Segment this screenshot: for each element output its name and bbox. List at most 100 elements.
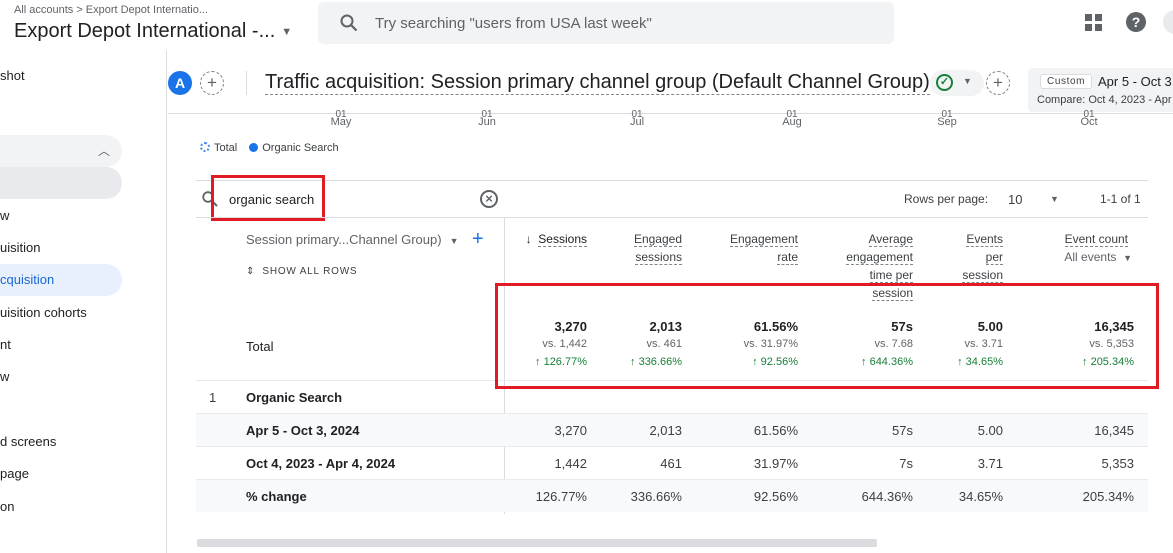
- column-header-events-per-session[interactable]: Events per session: [962, 232, 1003, 283]
- account-avatar[interactable]: [1163, 10, 1173, 34]
- sidebar-item-engagement[interactable]: nt: [0, 337, 11, 352]
- column-header-event-count[interactable]: Event count: [1064, 232, 1128, 247]
- table-row[interactable]: 1 Organic Search: [196, 380, 1148, 413]
- cell-sessions: 3,270: [554, 423, 587, 438]
- sidebar-item-monetization[interactable]: on: [0, 499, 15, 514]
- total-event-count: 16,345 vs. 5,353 ↑ 205.34%: [1082, 319, 1134, 368]
- column-header-engagement-rate[interactable]: Engagement rate: [729, 232, 798, 265]
- breadcrumb-separator: >: [76, 4, 83, 16]
- cell-engagement-rate: 31.97%: [753, 456, 798, 471]
- page-title[interactable]: Traffic acquisition: Session primary cha…: [265, 71, 930, 95]
- divider: [246, 71, 247, 95]
- cell-event-count: 5,353: [1101, 456, 1134, 471]
- table-row[interactable]: Oct 4, 2023 - Apr 4, 2024 1,442 461 31.9…: [196, 446, 1148, 479]
- sidebar-item-overview-2[interactable]: w: [0, 369, 10, 384]
- help-icon[interactable]: ?: [1126, 12, 1146, 32]
- sidebar-item-user-acquisition[interactable]: uisition: [0, 240, 41, 255]
- total-avg-engagement-time: 57s vs. 7.68 ↑ 644.36%: [861, 319, 913, 368]
- event-filter-select[interactable]: All events ▼: [1064, 250, 1132, 264]
- sidebar-item-acquisition-cohorts[interactable]: uisition cohorts: [0, 305, 87, 320]
- sidebar-item-active-highlight[interactable]: [0, 264, 122, 296]
- report-status-chip[interactable]: ✓ ▼: [930, 70, 984, 96]
- axis-tick-jun: 01 Jun: [478, 109, 496, 128]
- search-box[interactable]: Try searching "users from USA last week": [318, 2, 894, 44]
- cell-sessions: 126.77%: [535, 489, 587, 504]
- caret-down-icon[interactable]: ▼: [1050, 194, 1059, 204]
- cell-avg-engagement-time: 644.36%: [861, 489, 913, 504]
- add-plus-icon[interactable]: +: [986, 71, 1010, 95]
- cell-sessions: 1,442: [554, 456, 587, 471]
- apps-grid-icon[interactable]: [1085, 14, 1103, 32]
- sidebar-item-landing-page[interactable]: page: [0, 466, 29, 481]
- sort-arrow-icon: ↓: [525, 232, 532, 246]
- comparison-avatar[interactable]: A: [168, 71, 192, 95]
- column-divider: [504, 218, 505, 514]
- add-dimension-button[interactable]: +: [472, 228, 484, 250]
- caret-down-icon: ▼: [449, 236, 459, 246]
- row-dimension: % change: [246, 489, 307, 504]
- row-dimension: Oct 4, 2023 - Apr 4, 2024: [246, 456, 396, 471]
- rows-per-page-label: Rows per page:: [904, 192, 989, 206]
- table-row[interactable]: Apr 5 - Oct 3, 2024 3,270 2,013 61.56% 5…: [196, 413, 1148, 446]
- axis-tick-oct: 01 Oct: [1080, 109, 1098, 128]
- data-table: organic search × Rows per page: 10 ▼ 1-1…: [196, 175, 1148, 514]
- chart-legend: Total Organic Search: [200, 142, 339, 154]
- cell-avg-engagement-time: 57s: [892, 423, 913, 438]
- legend-total[interactable]: Total: [214, 142, 238, 154]
- filter-highlight-box: [211, 175, 325, 221]
- rows-per-page-select[interactable]: 10: [1008, 192, 1023, 207]
- total-label: Total: [246, 339, 274, 354]
- top-bar: All accounts > Export Depot Internatio... …: [0, 0, 1173, 50]
- sidebar-section-header[interactable]: ︿: [0, 135, 122, 167]
- axis-tick-jul: 01 Jul: [629, 109, 645, 128]
- axis-tick-aug: 01 Aug: [782, 109, 802, 128]
- cell-event-count: 16,345: [1094, 423, 1134, 438]
- add-comparison-icon[interactable]: +: [200, 71, 224, 95]
- check-circle-icon: ✓: [936, 74, 953, 91]
- caret-down-icon: ▼: [963, 76, 972, 86]
- horizontal-scrollbar[interactable]: [197, 539, 877, 547]
- cell-events-per-session: 34.65%: [958, 489, 1003, 504]
- show-all-rows-button[interactable]: ⇕ SHOW ALL ROWS: [246, 266, 358, 277]
- caret-down-icon: ▼: [1123, 253, 1132, 263]
- cell-events-per-session: 3.71: [977, 456, 1003, 471]
- sidebar-item-overview-label[interactable]: w: [0, 208, 10, 223]
- dimension-selector[interactable]: Session primary...Channel Group) ▼: [246, 232, 459, 247]
- left-sidebar: ︿ shot w uisition cquisition uisition co…: [0, 50, 167, 553]
- property-name: Export Depot International -...: [14, 20, 276, 42]
- totals-highlight-box: [495, 283, 1159, 389]
- sidebar-item-overview[interactable]: [0, 167, 122, 199]
- breadcrumb[interactable]: All accounts > Export Depot Internatio...: [14, 4, 208, 16]
- clear-icon[interactable]: ×: [480, 190, 498, 208]
- row-dimension: Apr 5 - Oct 3, 2024: [246, 423, 360, 438]
- column-header-engaged-sessions[interactable]: Engaged sessions: [633, 232, 682, 265]
- sidebar-item-traffic-acquisition[interactable]: cquisition: [0, 272, 55, 287]
- property-selector[interactable]: Export Depot International -... ▼: [14, 20, 292, 43]
- date-custom-chip: Custom: [1040, 74, 1093, 89]
- table-search-input[interactable]: organic search: [229, 192, 315, 207]
- column-header-sessions[interactable]: ↓ Sessions: [525, 232, 587, 247]
- total-sessions: 3,270 vs. 1,442 ↑ 126.77%: [535, 319, 587, 368]
- axis-tick-sep: 01 Sep: [937, 109, 957, 128]
- legend-total-marker: [200, 142, 210, 152]
- legend-organic-marker: [249, 143, 259, 152]
- cell-engaged-sessions: 2,013: [649, 423, 682, 438]
- sidebar-item-pages-screens[interactable]: d screens: [0, 434, 57, 449]
- total-engagement-rate: 61.56% vs. 31.97% ↑ 92.56%: [743, 319, 798, 368]
- date-range-picker[interactable]: Custom Apr 5 - Oct 3, Compare: Oct 4, 20…: [1028, 68, 1173, 112]
- search-placeholder: Try searching "users from USA last week": [375, 15, 652, 32]
- breadcrumb-account[interactable]: Export Depot Internatio...: [85, 4, 209, 16]
- cell-event-count: 205.34%: [1082, 489, 1134, 504]
- expand-icon: ⇕: [246, 266, 256, 277]
- row-dimension: Organic Search: [246, 390, 343, 405]
- row-index: 1: [209, 390, 217, 405]
- report-header: A + Traffic acquisition: Session primary…: [168, 50, 1173, 114]
- compare-range: Compare: Oct 4, 2023 - Apr: [1037, 94, 1172, 106]
- legend-organic-search[interactable]: Organic Search: [262, 142, 339, 154]
- breadcrumb-root[interactable]: All accounts: [14, 4, 74, 16]
- axis-tick-may: 01 May: [330, 109, 352, 128]
- column-header-avg-engagement-time[interactable]: Average engagement time per session: [846, 232, 913, 301]
- table-row[interactable]: % change 126.77% 336.66% 92.56% 644.36% …: [196, 479, 1148, 512]
- sidebar-item-snapshot[interactable]: shot: [0, 68, 25, 83]
- pagination-range: 1-1 of 1: [1100, 192, 1141, 206]
